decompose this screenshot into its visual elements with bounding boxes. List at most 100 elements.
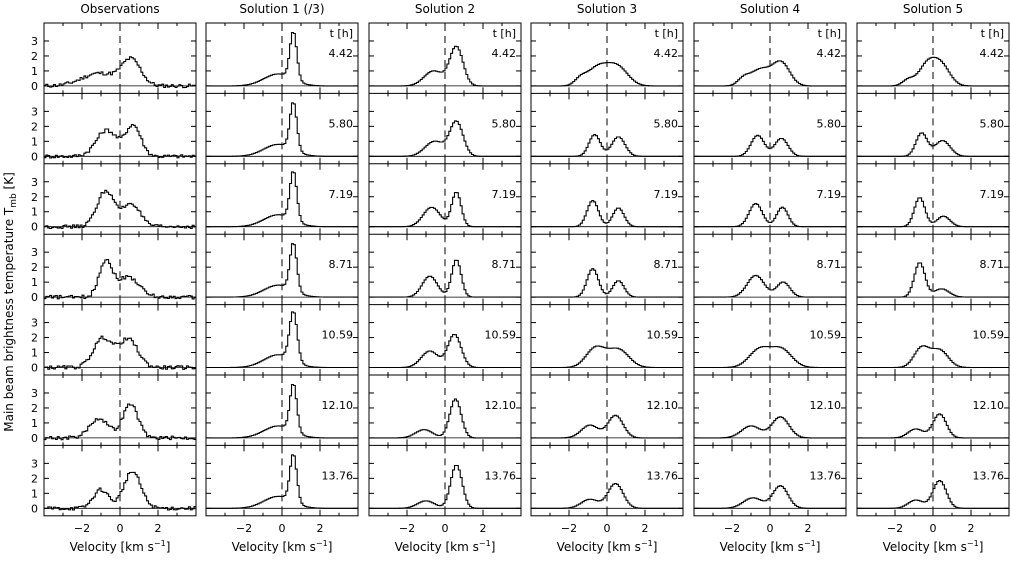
time-label: 4.42 bbox=[817, 47, 842, 60]
x-axis-label-superscript: −1 bbox=[967, 539, 979, 548]
y-axis-label-unit: [K] bbox=[2, 172, 16, 193]
y-tick-label: 1 bbox=[31, 206, 38, 219]
spectrum-panel: 10.59 bbox=[694, 304, 846, 375]
y-tick-label: 1 bbox=[31, 135, 38, 148]
spectrum-panel: 5.80 bbox=[857, 92, 1009, 164]
x-tick-label: 2 bbox=[642, 522, 649, 535]
spectrum-line bbox=[857, 132, 1009, 157]
x-tick-label: 0 bbox=[767, 522, 774, 535]
time-label: 7.19 bbox=[980, 188, 1005, 201]
time-label: 7.19 bbox=[329, 188, 354, 201]
time-label: 4.42 bbox=[654, 47, 679, 60]
spectrum-panel: 13.76 bbox=[369, 444, 521, 516]
y-tick-label: 3 bbox=[31, 457, 38, 470]
spectrum-line bbox=[694, 416, 846, 439]
time-label: 4.42 bbox=[492, 47, 517, 60]
column-0: Observations 0 1 2 3 0 1 2 3 0 1 2 3 0 1 2 3 0 1 2 3 0 1 2 3 0 1 2 3… bbox=[31, 2, 197, 554]
spectrum-panel: 0 1 2 3 bbox=[31, 304, 196, 375]
spectrum-line bbox=[857, 413, 1009, 439]
spectrum-line bbox=[206, 243, 358, 298]
column-4: Solution 4 t [h] 4.42 5.80 7.19 8.71 10.59 12.1… bbox=[693, 2, 847, 554]
spectrum-panel: 0 1 2 3 bbox=[31, 374, 196, 446]
spectrum-line bbox=[369, 191, 521, 228]
x-axis-label-text: Velocity [km s bbox=[70, 540, 154, 554]
y-tick-label: 2 bbox=[31, 191, 38, 204]
spectrum-line bbox=[44, 189, 196, 230]
time-header: t [h] bbox=[655, 27, 678, 40]
time-label: 5.80 bbox=[492, 117, 517, 130]
time-label: 7.19 bbox=[817, 188, 842, 201]
x-tick-label: 2 bbox=[480, 522, 487, 535]
x-tick-label: −2 bbox=[887, 522, 903, 535]
spectrum-panel: 13.76 bbox=[857, 444, 1009, 516]
y-tick-label: 3 bbox=[31, 387, 38, 400]
spectrum-panel: 0 1 2 3 bbox=[31, 92, 196, 164]
x-tick-label: −2 bbox=[399, 522, 415, 535]
x-tick-label: 2 bbox=[155, 522, 162, 535]
spectrum-line bbox=[531, 345, 683, 369]
x-tick-label: 0 bbox=[604, 522, 611, 535]
y-tick-label: 0 bbox=[31, 291, 38, 304]
spectrum-line bbox=[531, 62, 683, 87]
spectrum-line bbox=[694, 60, 846, 87]
spectrum-line bbox=[206, 454, 358, 509]
x-axis-label-text: Velocity [km s bbox=[720, 540, 804, 554]
spectrum-panel: 13.76 bbox=[531, 444, 683, 516]
x-axis-label: Velocity [km s−1] bbox=[395, 539, 496, 554]
spectrum-line bbox=[694, 202, 846, 228]
spectrum-panel: 0 1 2 3 bbox=[31, 444, 196, 516]
spectrum-line bbox=[694, 134, 846, 157]
x-tick-label: −2 bbox=[74, 522, 90, 535]
x-axis-label-end: ] bbox=[653, 540, 658, 554]
spectrum-line bbox=[369, 333, 521, 369]
panel-grid: Observations 0 1 2 3 0 1 2 3 0 1 2 3 0 1 2 3 0 1 2 3 0 1 2 3 0 1 2 3… bbox=[31, 2, 1010, 554]
time-label: 10.59 bbox=[647, 329, 679, 342]
x-axis-label-text: Velocity [km s bbox=[395, 540, 479, 554]
x-axis-label-superscript: −1 bbox=[641, 539, 653, 548]
spectrum-panel: t [h] 4.42 bbox=[694, 23, 846, 94]
spectrum-panel: 10.59 bbox=[531, 304, 683, 375]
spectrum-line bbox=[857, 345, 1009, 369]
spectrum-line bbox=[531, 268, 683, 298]
spectrum-line bbox=[531, 482, 683, 509]
spectrum-line bbox=[857, 262, 1009, 298]
spectrum-panel: 7.19 bbox=[857, 163, 1009, 235]
x-tick-label: 2 bbox=[805, 522, 812, 535]
time-label: 7.19 bbox=[492, 188, 517, 201]
y-tick-label: 0 bbox=[31, 432, 38, 445]
spectrum-panel: 0 1 2 3 bbox=[31, 23, 196, 94]
column-title: Solution 3 bbox=[577, 2, 637, 16]
spectrum-line bbox=[369, 464, 521, 509]
spectrum-panel: 10.59 bbox=[206, 304, 358, 375]
spectrum-panel: 7.19 bbox=[531, 163, 683, 235]
spectrum-panel: 8.71 bbox=[206, 233, 358, 305]
time-label: 13.76 bbox=[647, 469, 679, 482]
spectrum-line bbox=[44, 258, 196, 300]
time-label: 13.76 bbox=[973, 469, 1005, 482]
time-label: 7.19 bbox=[654, 188, 679, 201]
spectrum-panel: 12.10 bbox=[531, 374, 683, 446]
time-label: 12.10 bbox=[485, 399, 517, 412]
spectrum-panel: 12.10 bbox=[206, 374, 358, 446]
x-tick-label: 0 bbox=[930, 522, 937, 535]
time-label: 4.42 bbox=[980, 47, 1005, 60]
spectrum-panel: 10.59 bbox=[857, 304, 1009, 375]
spectrum-panel: 13.76 bbox=[206, 444, 358, 516]
y-axis-label: Main beam brightness temperature Tmb [K] bbox=[2, 172, 19, 432]
time-header: t [h] bbox=[981, 27, 1004, 40]
time-label: 5.80 bbox=[817, 117, 842, 130]
time-label: 10.59 bbox=[322, 329, 354, 342]
x-axis-label-text: Velocity [km s bbox=[557, 540, 641, 554]
time-label: 13.76 bbox=[322, 469, 354, 482]
y-tick-label: 3 bbox=[31, 105, 38, 118]
column-title: Observations bbox=[80, 2, 159, 16]
time-label: 13.76 bbox=[485, 469, 517, 482]
y-tick-label: 0 bbox=[31, 502, 38, 515]
x-axis-label-end: ] bbox=[166, 540, 171, 554]
time-label: 5.80 bbox=[654, 117, 679, 130]
x-tick-label: 0 bbox=[442, 522, 449, 535]
spectrum-panel: 13.76 bbox=[694, 444, 846, 516]
x-axis-label-text: Velocity [km s bbox=[883, 540, 967, 554]
y-tick-label: 1 bbox=[31, 276, 38, 289]
